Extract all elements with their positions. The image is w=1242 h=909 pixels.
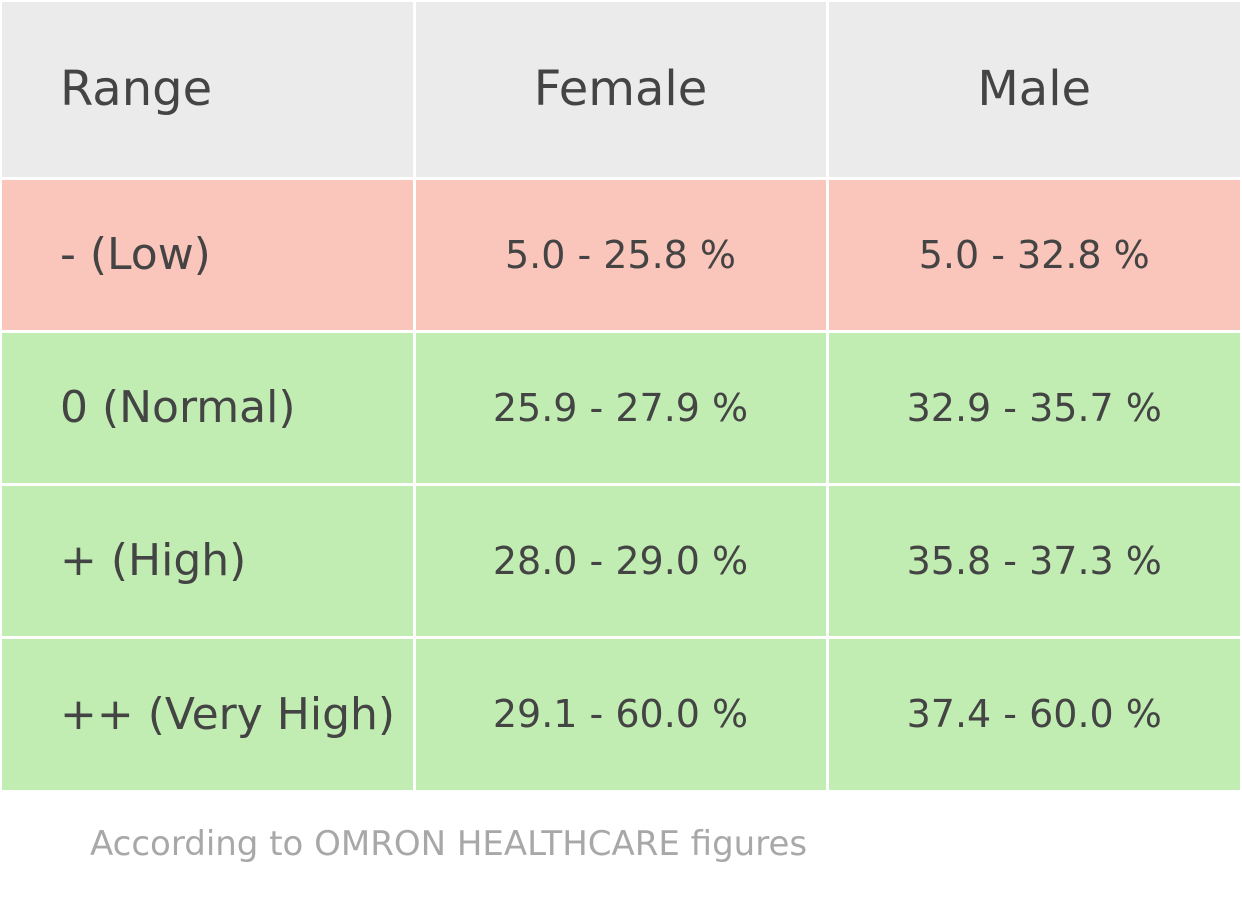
male-value-cell: 35.8 - 37.3 % (825, 482, 1240, 639)
table-header: Range Female Male (2, 2, 1240, 180)
range-cell: - (Low) (2, 176, 416, 333)
range-cell: + (High) (2, 482, 416, 639)
table-row-normal: 0 (Normal) 25.9 - 27.9 % 32.9 - 35.7 % (2, 329, 1240, 486)
range-cell: 0 (Normal) (2, 329, 416, 486)
female-value-cell: 5.0 - 25.8 % (412, 176, 829, 333)
table-row-very-high: ++ (Very High) 29.1 - 60.0 % 37.4 - 60.0… (2, 635, 1240, 790)
header-female: Female (412, 2, 829, 180)
range-cell: ++ (Very High) (2, 635, 416, 790)
header-male: Male (825, 2, 1240, 180)
reference-table: Range Female Male - (Low) 5.0 - 25.8 % 5… (2, 2, 1240, 790)
female-value-cell: 29.1 - 60.0 % (412, 635, 829, 790)
male-value-cell: 32.9 - 35.7 % (825, 329, 1240, 486)
table-row-low: - (Low) 5.0 - 25.8 % 5.0 - 32.8 % (2, 176, 1240, 333)
female-value-cell: 25.9 - 27.9 % (412, 329, 829, 486)
source-footnote: According to OMRON HEALTHCARE figures (90, 824, 808, 864)
table-row-high: + (High) 28.0 - 29.0 % 35.8 - 37.3 % (2, 482, 1240, 639)
male-value-cell: 5.0 - 32.8 % (825, 176, 1240, 333)
female-value-cell: 28.0 - 29.0 % (412, 482, 829, 639)
male-value-cell: 37.4 - 60.0 % (825, 635, 1240, 790)
table-body: - (Low) 5.0 - 25.8 % 5.0 - 32.8 % 0 (Nor… (2, 176, 1240, 790)
header-row: Range Female Male (2, 2, 1240, 180)
header-range: Range (2, 2, 416, 180)
